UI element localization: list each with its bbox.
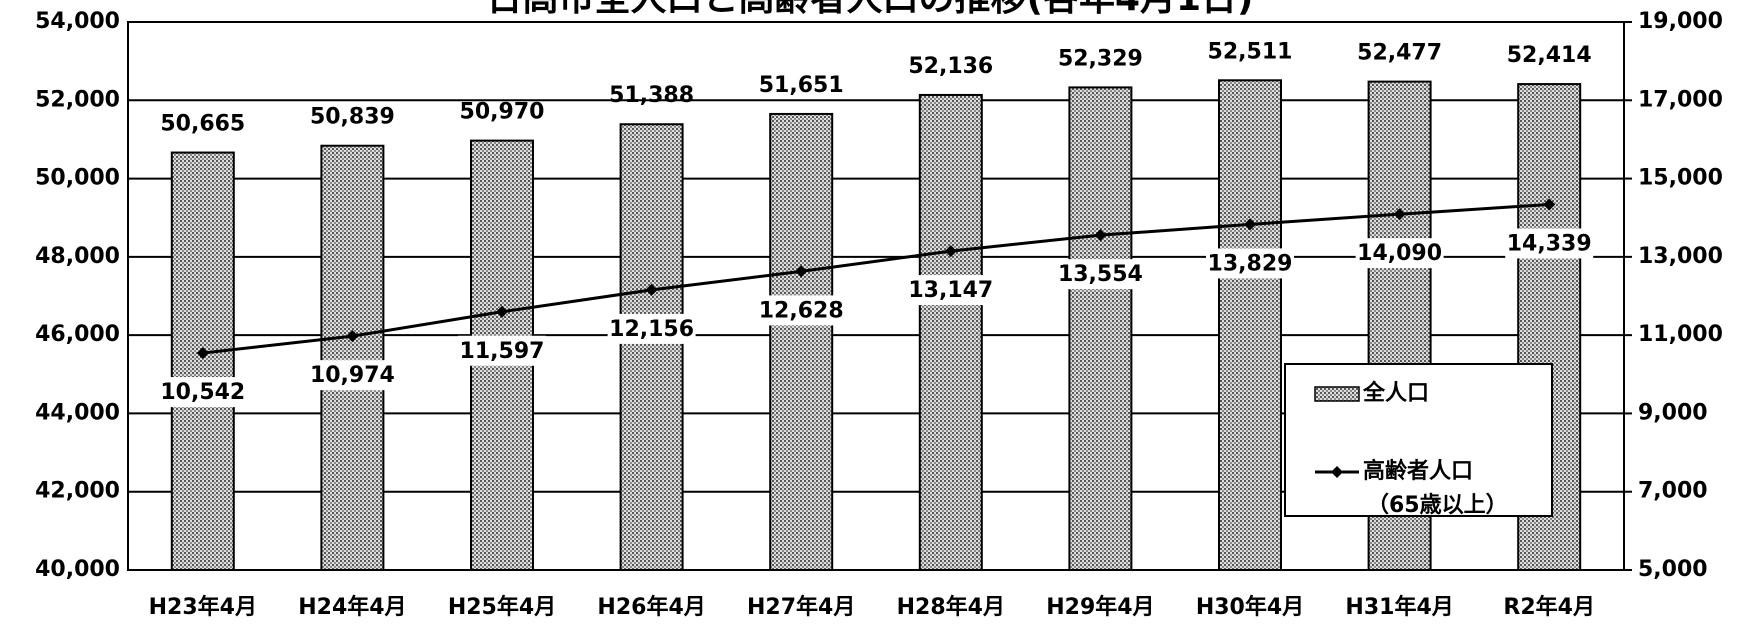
y2-tick-label: 13,000 [1638, 244, 1723, 269]
bar [320, 144, 385, 572]
line-label: 10,974 [310, 363, 395, 388]
legend-swatch [1314, 386, 1360, 402]
bar-label: 52,414 [1507, 43, 1592, 68]
line-label: 11,597 [460, 339, 545, 364]
x-tick-label: H25年4月 [448, 594, 556, 620]
plot-frame [127, 21, 1625, 571]
line-label: 12,156 [609, 317, 694, 342]
y-tick-label: 52,000 [35, 87, 120, 112]
label-bg [458, 335, 546, 366]
bar-label: 52,511 [1208, 39, 1293, 64]
y-tick-label: 50,000 [35, 166, 120, 191]
x-tick-label: H28年4月 [897, 594, 1005, 620]
line-label: 14,090 [1357, 241, 1442, 266]
marker [1094, 229, 1107, 242]
bar [1068, 86, 1133, 571]
marker [795, 265, 808, 278]
y2-tick-label: 9,000 [1638, 400, 1708, 425]
bar-label: 52,329 [1058, 46, 1143, 71]
y-tick-label: 46,000 [35, 322, 120, 347]
label-bg [158, 377, 247, 408]
legend-note: （65歳以上） [1367, 493, 1508, 518]
y-tick-label: 54,000 [35, 9, 120, 34]
y2-tick-label: 19,000 [1638, 9, 1723, 34]
y2-tick-label: 7,000 [1638, 479, 1708, 504]
y2-tick-label: 17,000 [1638, 87, 1723, 112]
line-label: 13,554 [1058, 262, 1143, 287]
bar [769, 112, 834, 572]
y-tick-label: 48,000 [35, 244, 120, 269]
label-bg [1056, 259, 1145, 290]
bar-label: 51,651 [759, 73, 844, 98]
line-label: 10,542 [160, 380, 245, 405]
x-tick-label: H24年4月 [298, 594, 406, 620]
chart-title: 日高市全人口と高齢者人口の推移(各年4月1日) [486, 0, 1253, 19]
y2-tick-label: 5,000 [1638, 557, 1708, 582]
marker [196, 347, 209, 360]
x-tick-label: H26年4月 [597, 594, 705, 620]
line [202, 202, 1550, 355]
marker [1393, 208, 1406, 221]
marker [1244, 218, 1256, 231]
x-tick-label: H31年4月 [1345, 594, 1453, 620]
x-tick-label: R2年4月 [1503, 594, 1595, 620]
x-tick-label: H27年4月 [747, 594, 855, 620]
label-bg [607, 313, 696, 344]
marker [1543, 198, 1556, 211]
x-tick-label: H23年4月 [149, 594, 257, 620]
y-tick-label: 40,000 [35, 557, 120, 582]
bar-label: 51,388 [609, 83, 694, 108]
x-tick-label: H30年4月 [1196, 594, 1304, 620]
line-label: 13,829 [1208, 251, 1293, 276]
legend-marker [1331, 466, 1343, 478]
line-label: 14,339 [1507, 231, 1592, 256]
label-bg [906, 275, 995, 306]
label-bg [1505, 228, 1594, 259]
bar-label: 50,839 [310, 105, 395, 130]
bar [1218, 79, 1282, 571]
y2-tick-label: 15,000 [1638, 166, 1723, 191]
line-label: 12,628 [759, 298, 844, 323]
line-label: 13,147 [908, 278, 993, 303]
bar-label: 52,136 [908, 54, 993, 79]
label-bg [757, 295, 846, 326]
marker [346, 330, 359, 343]
label-bg [1355, 238, 1444, 269]
bar-label: 52,477 [1357, 41, 1442, 66]
marker [496, 305, 508, 318]
legend-label: 高齢者人口 [1363, 458, 1473, 484]
bar-label: 50,970 [460, 100, 545, 125]
y2-tick-label: 11,000 [1638, 322, 1723, 347]
marker [645, 283, 658, 296]
bar [918, 93, 983, 572]
marker [944, 245, 957, 258]
y-tick-label: 44,000 [35, 400, 120, 425]
bar [619, 123, 684, 571]
bar-label: 50,665 [160, 112, 245, 137]
y-tick-label: 42,000 [35, 479, 120, 504]
bar [170, 151, 235, 571]
label-bg [1206, 248, 1294, 279]
legend-label: 全人口 [1362, 380, 1429, 406]
label-bg [308, 360, 397, 391]
x-tick-label: H29年4月 [1046, 594, 1154, 620]
